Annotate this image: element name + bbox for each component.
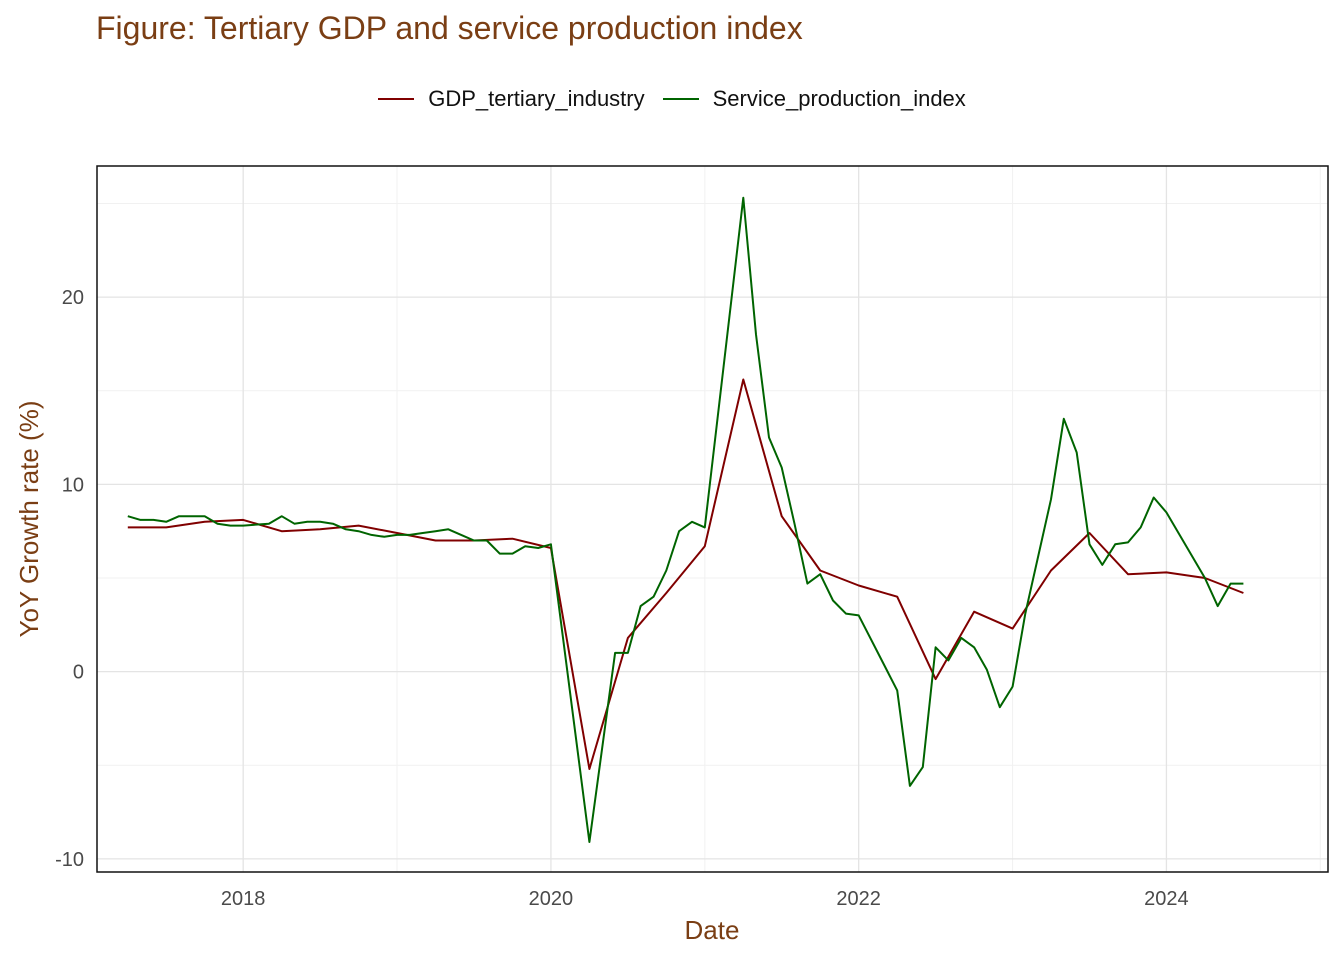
legend-swatch-service: [662, 98, 699, 100]
x-axis-title: Date: [685, 915, 740, 945]
y-tick-label: -10: [55, 849, 84, 871]
legend-item-gdp: GDP_tertiary_industry: [378, 86, 645, 112]
legend: GDP_tertiary_industry Service_production…: [0, 86, 1344, 112]
series-line-service-index: [127, 196, 1244, 843]
x-tick-label: 2020: [529, 888, 574, 910]
legend-label-gdp: GDP_tertiary_industry: [428, 86, 645, 111]
y-tick-label: 20: [62, 287, 84, 309]
x-tick-label: 2024: [1144, 888, 1189, 910]
series-layer: [127, 196, 1244, 843]
chart-title: Figure: Tertiary GDP and service product…: [96, 10, 803, 46]
legend-swatch-gdp: [378, 98, 415, 100]
x-axis-ticks: 2018 2020 2022 2024: [221, 888, 1189, 910]
legend-label-service: Service_production_index: [712, 86, 966, 111]
x-tick-label: 2018: [221, 888, 266, 910]
y-tick-label: 10: [62, 474, 84, 496]
y-axis-title: YoY Growth rate (%): [14, 401, 44, 638]
y-tick-label: 0: [73, 662, 84, 684]
legend-item-service: Service_production_index: [662, 86, 966, 112]
x-tick-label: 2022: [836, 888, 881, 910]
series-line-gdp-tertiary: [127, 378, 1244, 770]
y-axis-ticks: -10 0 10 20: [55, 287, 84, 871]
plot-border: [96, 165, 1329, 873]
